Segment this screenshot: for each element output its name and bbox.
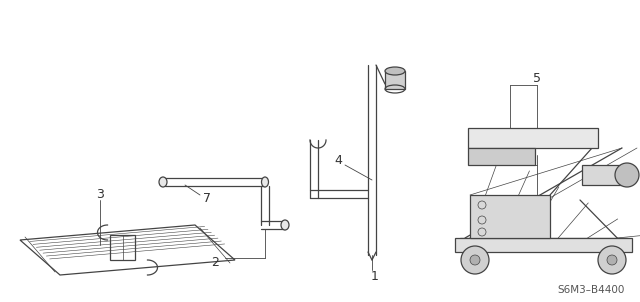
Circle shape xyxy=(607,255,617,265)
Text: 4: 4 xyxy=(334,153,342,166)
Bar xyxy=(470,195,550,238)
Text: 5: 5 xyxy=(533,72,541,85)
Text: S6M3–B4400: S6M3–B4400 xyxy=(557,285,625,295)
Text: 7: 7 xyxy=(203,191,211,204)
Ellipse shape xyxy=(262,177,269,187)
Text: 6: 6 xyxy=(533,194,541,207)
Bar xyxy=(385,71,405,89)
Circle shape xyxy=(461,246,489,274)
Bar xyxy=(455,238,632,252)
Text: 3: 3 xyxy=(96,188,104,201)
Text: 2: 2 xyxy=(211,256,219,269)
Ellipse shape xyxy=(159,177,167,187)
Bar xyxy=(582,165,627,185)
Ellipse shape xyxy=(385,67,405,75)
Bar xyxy=(468,148,535,165)
Text: 1: 1 xyxy=(371,271,379,284)
Circle shape xyxy=(470,255,480,265)
Ellipse shape xyxy=(281,220,289,230)
Circle shape xyxy=(615,163,639,187)
Bar xyxy=(110,235,135,260)
Circle shape xyxy=(598,246,626,274)
Bar xyxy=(468,128,598,148)
